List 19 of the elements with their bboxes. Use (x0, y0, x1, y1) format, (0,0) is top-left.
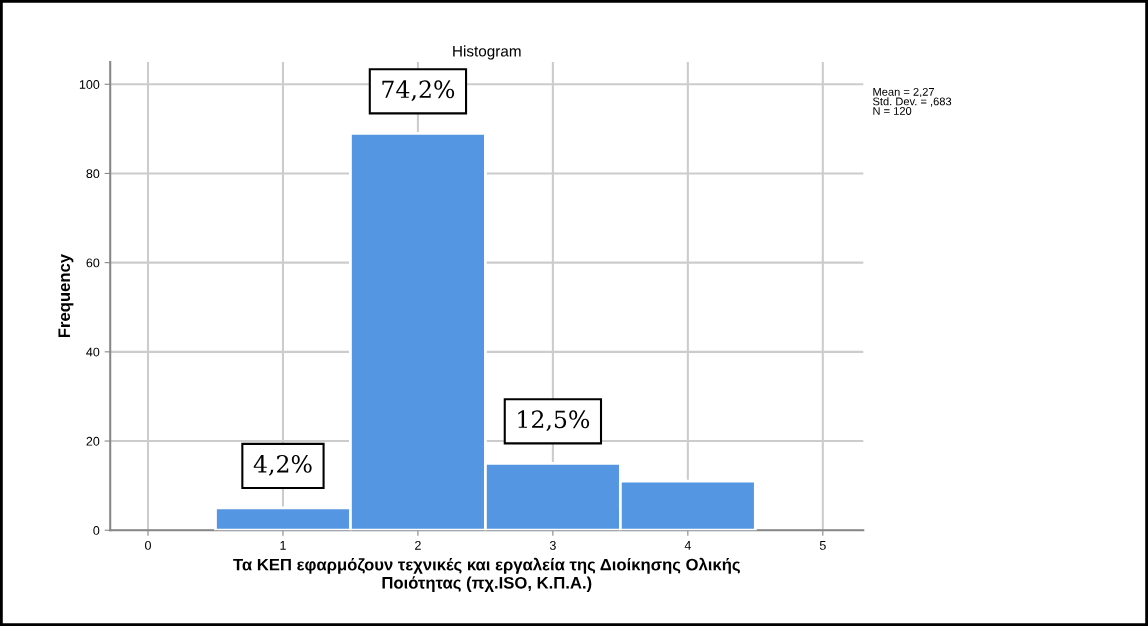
x-tick-label: 4 (684, 541, 691, 550)
x-tick-label: 1 (280, 541, 286, 550)
y-tick-label: 100 (79, 80, 100, 89)
annotation: 12,5% (518, 410, 590, 432)
y-tick-label: 40 (86, 347, 100, 357)
x-tick-label: 2 (415, 540, 421, 550)
chart-title: Histogram (453, 45, 521, 60)
annotation: 74,2% (382, 80, 455, 102)
y-tick-label: 80 (86, 169, 100, 179)
text: Mean = 2,27 Std. Dev. = ,683 N = 120 (872, 87, 952, 115)
y-tick-label: 60 (86, 258, 100, 268)
y-axis-title: Frequency (58, 254, 74, 338)
x-axis-title: Τα ΚΕΠ εφαρμόζουν τεχνικές και εργαλεία της Διοίκησης Ολικής Ποιότητας (πχ.ISO, Κ.Π.Α.) (233, 557, 740, 592)
y-tick-label: 20 (86, 436, 100, 446)
x-tick-label: 0 (145, 540, 151, 550)
annotation: 4,2% (253, 454, 312, 476)
y-tick-label: 0 (93, 526, 100, 535)
x-tick-label: 5 (819, 541, 826, 550)
x-tick-label: 3 (549, 540, 556, 550)
